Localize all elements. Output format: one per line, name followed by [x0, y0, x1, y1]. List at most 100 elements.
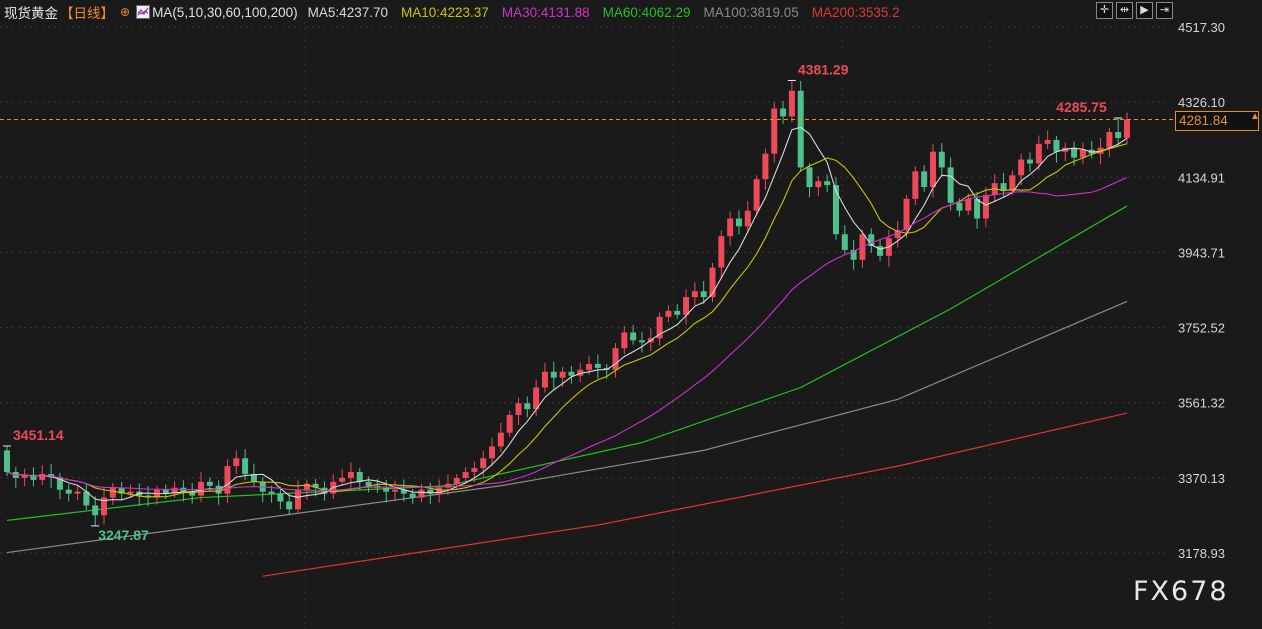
period-selector[interactable]: 【日线】	[60, 6, 114, 21]
y-tick-label: 3370.13	[1178, 471, 1225, 486]
candle	[903, 194, 910, 239]
candle	[109, 483, 116, 506]
candle	[65, 484, 72, 502]
candle-body	[1124, 119, 1130, 138]
crosshair-icon[interactable]: ✛	[1096, 2, 1113, 19]
candle	[259, 477, 266, 503]
candle-body	[347, 472, 354, 478]
candle-body	[965, 198, 972, 211]
candle	[1000, 172, 1007, 197]
candle	[735, 210, 742, 235]
candle-body	[638, 340, 645, 343]
candle	[868, 228, 875, 253]
high-label: 4381.29	[798, 61, 849, 77]
price-arrow-icon: ▲	[1250, 111, 1260, 122]
y-tick-label: 3943.71	[1178, 245, 1225, 260]
candle-body	[444, 483, 451, 488]
candle-body	[224, 466, 231, 494]
ma5-line	[6, 126, 1128, 502]
candle-body	[1035, 143, 1042, 164]
watermark: FX678	[1133, 576, 1229, 607]
play-icon[interactable]: ▶	[1136, 2, 1153, 19]
candle-body	[691, 291, 698, 298]
candle-body	[956, 202, 963, 211]
candle-body	[568, 371, 575, 376]
candle-body	[39, 473, 46, 480]
candle	[286, 493, 293, 516]
candle-body	[1026, 159, 1033, 164]
candle	[1115, 118, 1122, 146]
y-tick-label: 4517.30	[1178, 20, 1225, 35]
candle-body	[162, 489, 169, 494]
candle-body	[674, 310, 681, 315]
candle-body	[312, 483, 319, 488]
candle	[21, 468, 28, 487]
candle	[365, 476, 372, 493]
candle-body	[400, 489, 407, 494]
candle	[224, 459, 231, 504]
candle-body	[295, 489, 302, 510]
candle-body	[250, 473, 257, 482]
candle	[506, 410, 513, 437]
chart-toolbar: ✛ ⇹ ▶ ⇥	[1096, 2, 1173, 19]
candle-body	[780, 108, 787, 117]
candle-body	[198, 481, 205, 496]
candle	[974, 192, 981, 229]
candle-body	[709, 267, 716, 298]
candle-body	[947, 167, 954, 203]
candle-body	[1106, 132, 1113, 148]
candle	[471, 461, 478, 483]
candle-body	[101, 497, 108, 516]
candle	[74, 484, 81, 500]
candle-body	[877, 246, 884, 256]
candle	[621, 326, 628, 355]
zoom-range-icon[interactable]: ⇹	[1116, 2, 1133, 19]
candle	[1044, 130, 1051, 149]
ma-chart-icon[interactable]	[136, 5, 151, 19]
candle	[427, 482, 434, 505]
candle-body	[356, 472, 363, 482]
candle	[744, 201, 751, 233]
chart-legend: 现货黄金 【日线】 ⊕ MA(5,10,30,60,100,200) MA5:4…	[4, 3, 900, 22]
candle-body	[233, 458, 240, 467]
candle-body	[762, 153, 769, 180]
candle-body	[365, 481, 372, 486]
candle-body	[65, 489, 72, 494]
candle-body	[127, 491, 134, 494]
candle	[894, 220, 901, 248]
goto-end-icon[interactable]: ⇥	[1156, 2, 1173, 19]
candle-body	[1115, 132, 1122, 138]
candle-body	[277, 493, 284, 502]
candle	[921, 165, 928, 192]
candle	[771, 102, 778, 163]
candle	[524, 396, 531, 418]
candle-body	[630, 332, 637, 341]
circle-plus-icon[interactable]: ⊕	[120, 5, 131, 19]
candle-body	[797, 90, 804, 168]
candle	[683, 289, 690, 325]
candle	[630, 325, 637, 345]
candle-body	[189, 491, 196, 496]
candle-body	[506, 415, 513, 433]
candle	[1009, 170, 1016, 195]
candle-body	[453, 477, 460, 484]
candle-body	[771, 108, 778, 154]
candle-body	[242, 458, 249, 474]
candle-body	[903, 198, 910, 231]
candle-body	[815, 181, 822, 188]
candle	[541, 362, 548, 393]
candle	[780, 101, 787, 124]
candle	[356, 467, 363, 491]
candle-body	[1000, 183, 1007, 192]
candle-body	[621, 332, 628, 349]
candle-body	[929, 151, 936, 188]
candle	[198, 472, 205, 503]
candle	[612, 343, 619, 378]
candle-body	[744, 210, 751, 227]
candle	[1106, 127, 1113, 157]
candle-body	[21, 474, 28, 478]
candle-body	[938, 151, 945, 168]
candle-body	[339, 477, 346, 482]
candle	[101, 487, 108, 525]
